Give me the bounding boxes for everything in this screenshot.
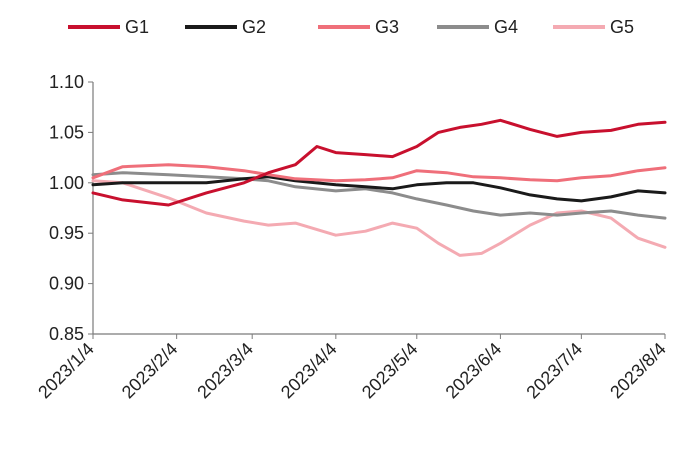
series-line-g2 <box>91 175 667 203</box>
series-line-g3 <box>91 163 667 183</box>
x-tick-label: 2023/7/4 <box>522 339 586 403</box>
series-line-g4 <box>91 171 667 220</box>
chart-ticks: 0.85 0.90 0.95 1.00 1.05 1.10 2023/1/4 2023/2/4… <box>34 72 670 402</box>
legend-item-g5: G5 <box>553 17 634 37</box>
legend-label: G5 <box>610 17 634 37</box>
y-tick-label: 1.10 <box>49 72 84 92</box>
legend-label: G4 <box>494 17 518 37</box>
chart-legend: G1 G2 G3 G4 G5 <box>68 17 634 37</box>
legend-item-g2: G2 <box>185 17 266 37</box>
x-tick-label: 2023/5/4 <box>358 339 422 403</box>
series-line-g1 <box>91 118 667 207</box>
x-tick-label: 2023/4/4 <box>277 339 341 403</box>
chart-axes <box>92 82 665 335</box>
legend-item-g3: G3 <box>318 17 399 37</box>
x-tick-label: 2023/3/4 <box>193 339 257 403</box>
y-tick-label: 0.95 <box>49 223 84 243</box>
x-tick-label: 2023/1/4 <box>34 339 98 403</box>
series-line-g5 <box>91 179 667 257</box>
x-tick-label: 2023/8/4 <box>606 339 670 403</box>
y-tick-label: 0.90 <box>49 274 84 294</box>
chart-series <box>91 118 667 257</box>
legend-item-g1: G1 <box>68 17 149 37</box>
legend-label: G3 <box>375 17 399 37</box>
y-tick-label: 1.05 <box>49 122 84 142</box>
legend-label: G2 <box>242 17 266 37</box>
legend-label: G1 <box>125 17 149 37</box>
x-tick-label: 2023/6/4 <box>442 339 506 403</box>
x-tick-label: 2023/2/4 <box>118 339 182 403</box>
legend-item-g4: G4 <box>437 17 518 37</box>
y-tick-label: 1.00 <box>49 173 84 193</box>
y-tick-label: 0.85 <box>49 324 84 344</box>
